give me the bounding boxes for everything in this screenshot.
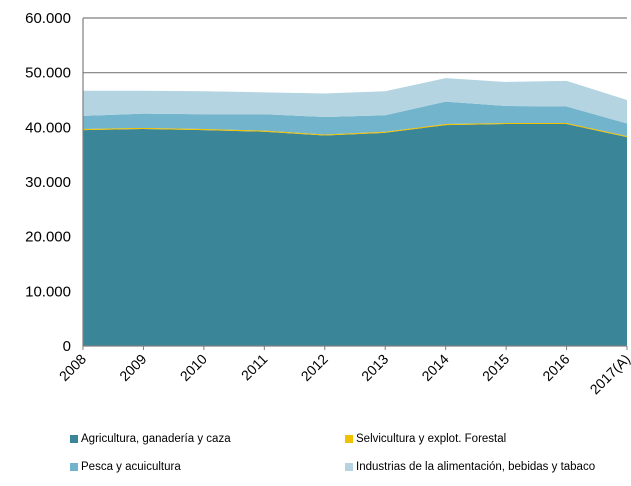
- legend-swatch-agricultura: [70, 435, 78, 443]
- x-tick-label-1: 2009: [116, 351, 149, 384]
- legend-swatch-selvicultura: [345, 435, 353, 443]
- y-tick-label-1: 10.000: [25, 283, 71, 300]
- legend-item-industrias: Industrias de la alimentación, bebidas y…: [345, 461, 595, 473]
- legend-label-industrias: Industrias de la alimentación, bebidas y…: [356, 461, 596, 473]
- area-series-2: [83, 101, 627, 137]
- x-tick-label-6: 2014: [418, 351, 451, 384]
- legend-swatch-pesca: [70, 463, 78, 471]
- x-tick-label-4: 2012: [298, 351, 331, 384]
- y-tick-label-4: 40.000: [25, 119, 71, 136]
- x-tick-label-5: 2013: [358, 351, 391, 384]
- x-tick-label-8: 2016: [539, 351, 572, 384]
- area-series-3: [83, 78, 627, 124]
- y-tick-label-3: 30.000: [25, 174, 71, 191]
- x-tick-label-0: 2008: [56, 351, 89, 384]
- x-tick-label-7: 2015: [479, 351, 512, 384]
- y-tick-label-0: 0: [63, 338, 71, 355]
- x-axis-tick-labels: 2008 2009 2010 2011 2012 2013 2014 2015 2016 2017…: [56, 351, 631, 398]
- y-axis-tick-labels: 0 10.000 20.000 30.000 40.000 50.000 60.000: [25, 10, 71, 355]
- axes: [82, 18, 628, 350]
- y-tick-label-2: 20.000: [25, 229, 71, 246]
- legend-label-pesca: Pesca y acuicultura: [81, 461, 181, 473]
- legend-swatch-industrias: [345, 463, 353, 471]
- legend-item-agricultura: Agricultura, ganadería y caza: [70, 433, 231, 445]
- x-tick-label-9: 2017(A): [587, 351, 631, 398]
- legend-item-pesca: Pesca y acuicultura: [70, 461, 181, 473]
- x-tick-label-3: 2011: [238, 351, 271, 384]
- y-tick-label-5: 50.000: [25, 65, 71, 82]
- y-tick-label-6: 60.000: [25, 10, 71, 27]
- legend-label-agricultura: Agricultura, ganadería y caza: [81, 433, 231, 445]
- legend-item-selvicultura: Selvicultura y explot. Forestal: [345, 433, 506, 445]
- area-series-0: [83, 124, 627, 346]
- x-tick-label-2: 2010: [177, 351, 210, 384]
- area-series: [83, 78, 627, 346]
- area-series-1: [83, 122, 627, 138]
- legend-label-selvicultura: Selvicultura y explot. Forestal: [356, 433, 507, 445]
